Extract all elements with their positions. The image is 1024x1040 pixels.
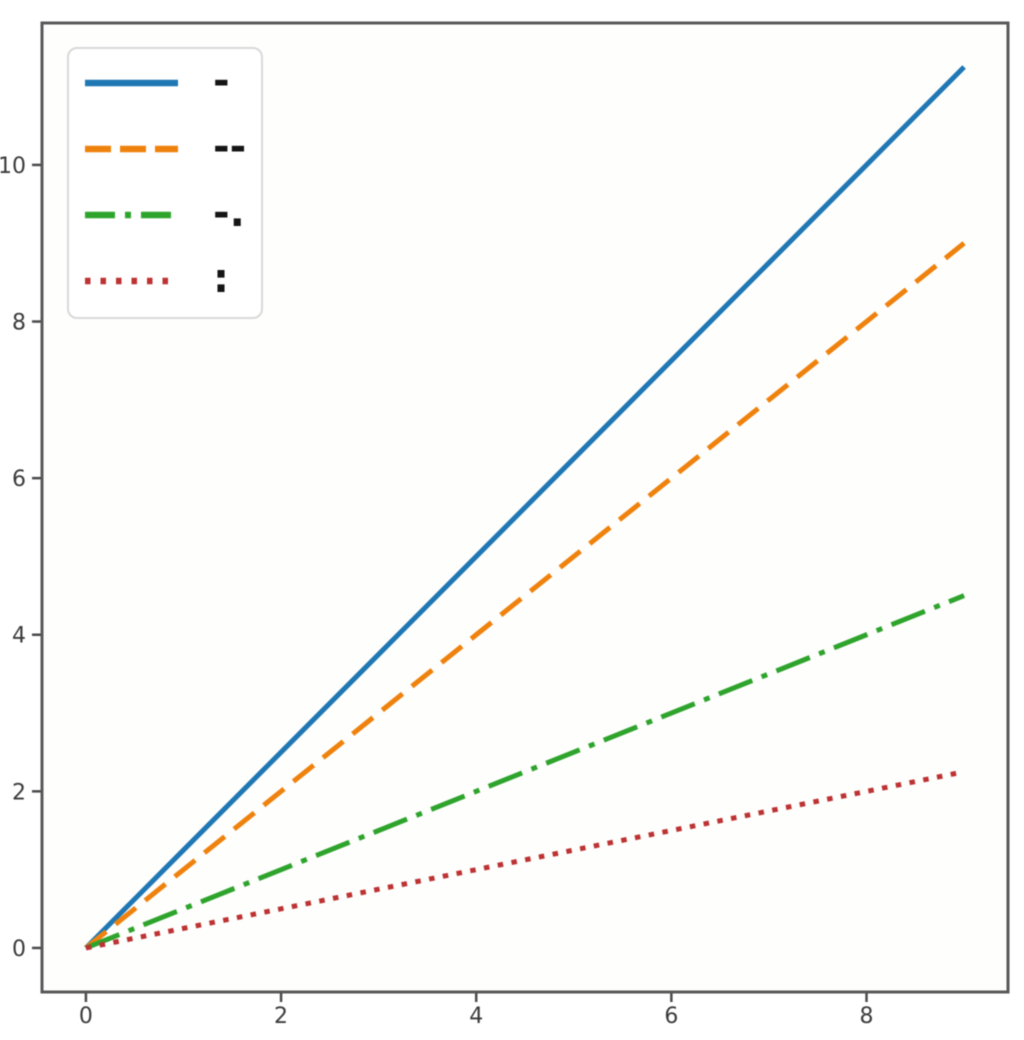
legend-label-dotted: : [213, 256, 229, 302]
legend-line-solid-sample [85, 79, 178, 87]
series-line-dotted [85, 769, 965, 951]
legend-item-dotted: : [84, 248, 261, 314]
legend-line-dotted-sample [85, 277, 178, 285]
x-tick-label: 8 [860, 1004, 874, 1029]
y-tick-label: 0 [12, 937, 26, 962]
y-tick-label: 10 [0, 154, 26, 179]
legend-item-solid: - [84, 50, 261, 116]
legend-item-dashdot: -. [84, 182, 261, 248]
y-tick-label: 4 [12, 624, 26, 649]
x-tick-label: 2 [274, 1004, 288, 1029]
legend-line-dashed-sample [85, 145, 178, 153]
legend-line-dashdot-sample [85, 211, 178, 219]
legend-item-dashed: -- [84, 116, 261, 182]
x-tick-label: 4 [469, 1004, 483, 1029]
series-line-solid [84, 65, 966, 950]
x-tick-label: 0 [79, 1004, 93, 1029]
y-tick-label: 6 [12, 467, 26, 492]
y-tick-label: 8 [12, 311, 26, 336]
series-line-dashdot [84, 593, 966, 951]
x-tick-label: 6 [664, 1004, 678, 1029]
y-tick-label: 2 [12, 780, 26, 805]
legend-label-dashdot: -. [213, 190, 245, 236]
legend: - -- -. : [67, 47, 263, 319]
legend-label-dashed: -- [213, 124, 247, 170]
legend-label-solid: - [213, 58, 230, 104]
